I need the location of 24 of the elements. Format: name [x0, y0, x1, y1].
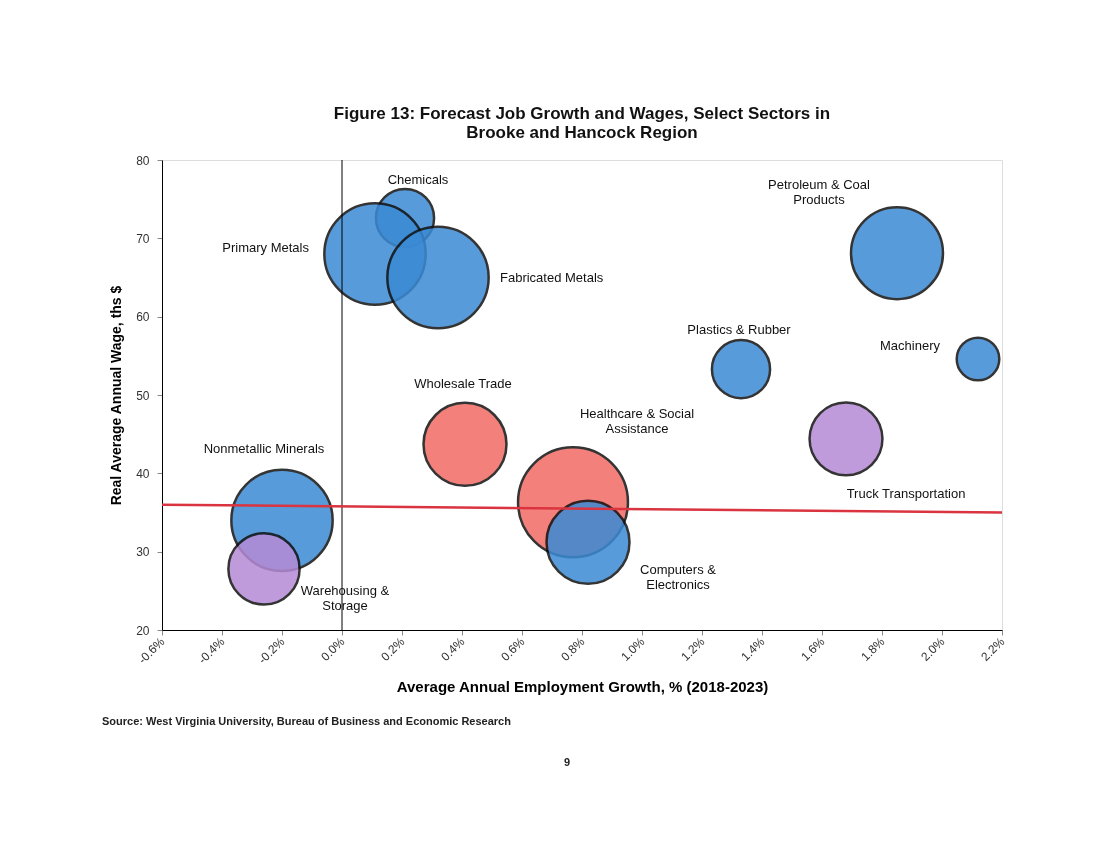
y-tick-label: 70 [136, 231, 150, 246]
y-axis-title: Real Average Annual Wage, ths $ [108, 285, 125, 506]
annotation: Chemicals [387, 171, 449, 187]
y-tick-label: 60 [136, 310, 150, 325]
annotation: Plastics & Rubber [687, 322, 792, 338]
annotation: Warehousing & Storage [300, 582, 390, 613]
source-note: Source: West Virginia University, Bureau of Business and Economic Research [102, 715, 512, 727]
x-axis-title: Average Annual Employment Growth, % (2018-2023) [396, 677, 769, 695]
y-tick-label: 40 [136, 466, 150, 481]
chart-title: Figure 13: Forecast Job Growth and Wages, Select Sectors in Brooke and Hancock Region [333, 104, 831, 142]
annotation: Computers & Electronics [640, 562, 717, 593]
annotation: Fabricated Metals [500, 269, 604, 285]
annotation: Machinery [880, 337, 941, 353]
annotation: Wholesale Trade [414, 376, 512, 392]
annotation: Petroleum & Coal Products [768, 177, 871, 208]
annotation: Truck Transportation [846, 485, 966, 501]
y-tick-label: 80 [136, 153, 150, 168]
text: 9 [563, 756, 571, 768]
y-tick-label: 30 [136, 545, 150, 560]
y-tick-label: 50 [136, 388, 150, 403]
annotation: Healthcare & Social Assistance [579, 406, 695, 437]
annotation: Primary Metals [222, 240, 310, 255]
y-tick-label: 20 [136, 623, 150, 638]
annotation: Nonmetallic Minerals [203, 441, 325, 457]
